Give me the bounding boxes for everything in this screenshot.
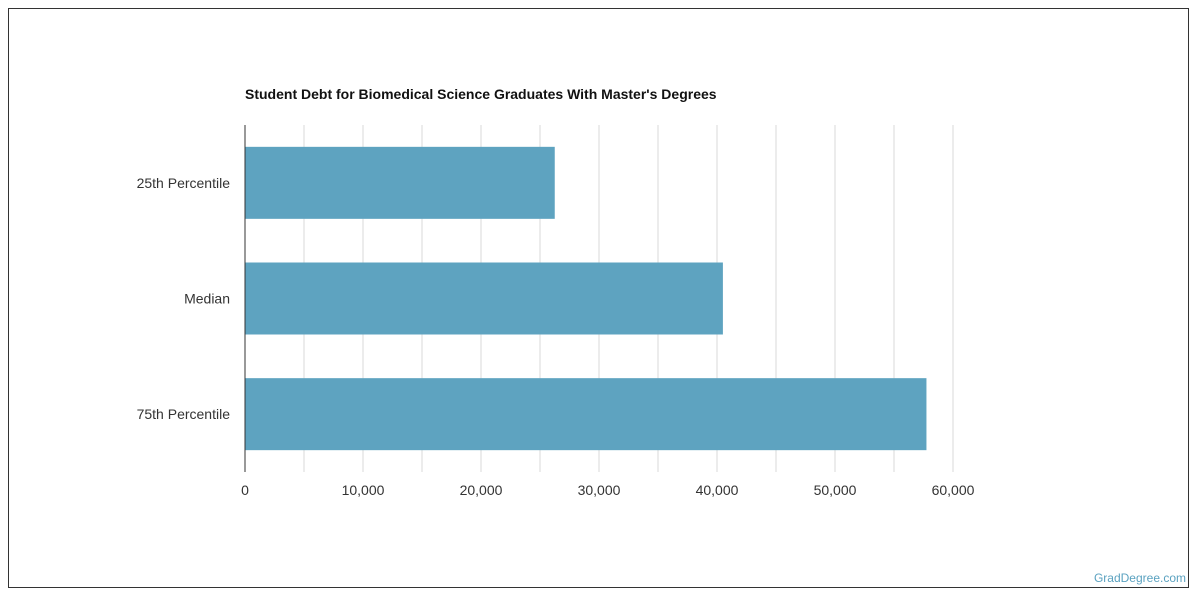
x-tick-label: 60,000 — [932, 482, 975, 498]
category-label: 75th Percentile — [137, 406, 231, 422]
category-label: 25th Percentile — [137, 175, 231, 191]
bar-25th-percentile — [245, 146, 555, 219]
x-tick-label: 20,000 — [460, 482, 503, 498]
category-label: Median — [184, 291, 230, 307]
x-tick-label: 30,000 — [578, 482, 621, 498]
x-tick-label: 10,000 — [342, 482, 385, 498]
x-tick-label: 50,000 — [814, 482, 857, 498]
bar-median — [245, 262, 723, 335]
credit-link[interactable]: GradDegree.com — [1093, 571, 1186, 585]
bar-75th-percentile — [245, 378, 927, 451]
x-tick-label: 0 — [241, 482, 249, 498]
x-tick-label: 40,000 — [696, 482, 739, 498]
chart-title: Student Debt for Biomedical Science Grad… — [245, 86, 717, 102]
